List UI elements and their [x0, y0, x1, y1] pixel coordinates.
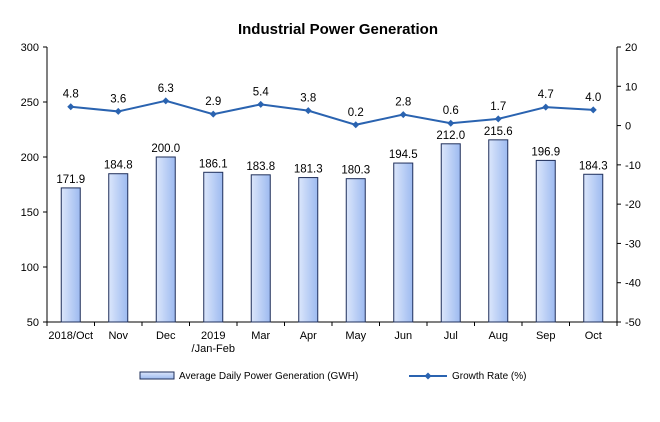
- growth-rate-label: 2.8: [395, 97, 411, 109]
- bar-value-label: 212.0: [436, 130, 465, 142]
- growth-rate-label: 3.8: [300, 93, 316, 105]
- bar: [583, 173, 604, 323]
- bar-value-label: 171.9: [56, 174, 85, 186]
- y-left-tick-label: 150: [21, 207, 39, 219]
- x-tick-label: Jul: [444, 330, 458, 342]
- growth-rate-marker: [67, 103, 75, 111]
- bar-value-label: 184.3: [579, 160, 608, 172]
- bar: [203, 171, 224, 323]
- bar: [345, 178, 366, 323]
- x-tick-label: Sep: [536, 330, 556, 342]
- growth-rate-marker: [304, 107, 312, 115]
- y-right-tick-label: 0: [625, 121, 631, 133]
- growth-rate-label: 6.3: [158, 83, 174, 95]
- bar: [250, 174, 271, 323]
- bar: [60, 187, 81, 323]
- bar-value-label: 215.6: [484, 126, 513, 138]
- x-tick-label: Dec: [156, 330, 176, 342]
- x-tick-label: Nov: [108, 330, 128, 342]
- legend-bar-swatch: [139, 371, 175, 380]
- growth-rate-label: 4.7: [538, 89, 554, 101]
- growth-rate-marker: [447, 119, 455, 127]
- bar: [393, 162, 414, 323]
- growth-rate-label: 4.8: [63, 89, 79, 101]
- bar-value-label: 184.8: [104, 160, 133, 172]
- y-right-tick-label: -30: [625, 238, 641, 250]
- x-tick-label: Apr: [300, 330, 317, 342]
- growth-rate-line: [70, 99, 594, 126]
- x-tick-label: May: [345, 330, 366, 342]
- growth-rate-marker: [352, 121, 360, 129]
- bar: [535, 159, 556, 323]
- legend-line-label: Growth Rate (%): [452, 371, 526, 382]
- growth-rate-label: 0.2: [348, 107, 364, 119]
- x-tick-label: Jun: [394, 330, 412, 342]
- bar-value-label: 186.1: [199, 158, 228, 170]
- growth-rate-label: 4.0: [585, 92, 601, 104]
- y-left-tick-label: 250: [21, 97, 39, 109]
- bar: [155, 156, 176, 323]
- growth-rate-marker: [257, 100, 265, 108]
- legend-bar-label: Average Daily Power Generation (GWH): [179, 371, 358, 382]
- y-left-tick-label: 200: [21, 152, 39, 164]
- growth-rate-marker: [209, 110, 217, 118]
- growth-rate-marker: [162, 97, 170, 105]
- y-left-tick-label: 100: [21, 262, 39, 274]
- x-tick-label: Aug: [488, 330, 508, 342]
- bar: [108, 173, 129, 323]
- growth-rate-marker: [542, 103, 550, 111]
- y-right-tick-label: -50: [625, 317, 641, 329]
- y-right-tick-label: -40: [625, 278, 641, 290]
- legend-line-marker: [424, 372, 432, 380]
- growth-rate-label: 1.7: [490, 101, 506, 113]
- bar-value-label: 180.3: [341, 165, 370, 177]
- y-right-tick-label: 20: [625, 42, 637, 54]
- growth-rate-marker: [589, 106, 597, 114]
- y-right-tick-label: 10: [625, 81, 637, 93]
- bar-value-label: 200.0: [151, 143, 180, 155]
- x-tick-label: 2019/Jan-Feb: [192, 330, 235, 355]
- growth-rate-marker: [399, 111, 407, 119]
- growth-rate-marker: [494, 115, 502, 123]
- bar: [298, 177, 319, 323]
- chart-title: Industrial Power Generation: [238, 21, 438, 38]
- y-right-tick-label: -10: [625, 160, 641, 172]
- bar-value-label: 183.8: [246, 161, 275, 173]
- growth-rate-label: 5.4: [253, 86, 270, 98]
- y-left-tick-label: 300: [21, 42, 39, 54]
- bar: [440, 143, 461, 323]
- y-right-tick-label: -20: [625, 199, 641, 211]
- x-tick-label: Mar: [251, 330, 270, 342]
- growth-rate-marker: [114, 107, 122, 115]
- bar: [488, 139, 509, 323]
- x-tick-label: Oct: [585, 330, 602, 342]
- x-tick-label: 2018/Oct: [48, 330, 93, 342]
- growth-rate-label: 3.6: [110, 93, 126, 105]
- bar-value-label: 181.3: [294, 164, 323, 176]
- bar-value-label: 196.9: [531, 146, 560, 158]
- growth-rate-label: 0.6: [443, 105, 459, 117]
- bar-value-label: 194.5: [389, 149, 418, 161]
- growth-rate-label: 2.9: [205, 96, 221, 108]
- y-left-tick-label: 50: [27, 317, 39, 329]
